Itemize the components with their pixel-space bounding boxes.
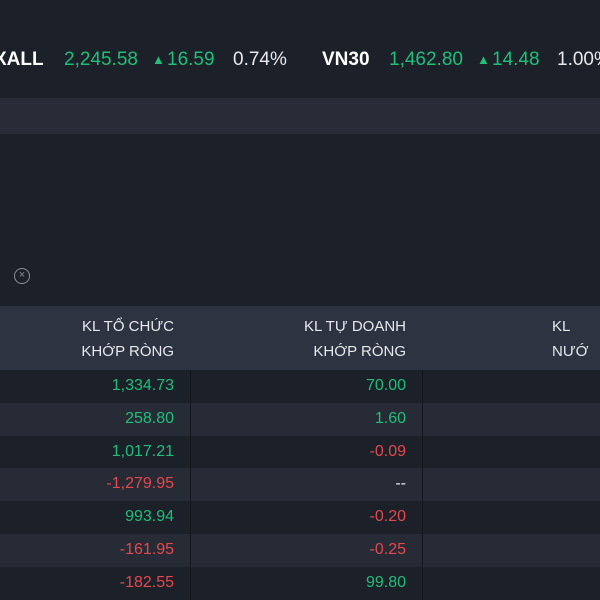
toolbar-spacer [0,80,600,98]
org-net-cell: 258.80 [125,409,174,427]
table-row[interactable]: 993.94 -0.20 [0,501,600,534]
table-row[interactable]: -182.55 99.80 [0,566,600,600]
index-value: 2,245.58 [64,49,138,70]
org-net-cell: 1,334.73 [111,377,174,394]
index-ticker: XALL 2,245.58 ▲ 16.59 0.74% VN30 1,462.8… [0,40,600,80]
prop-net-cell: -- [395,475,406,493]
prop-net-cell: 1.60 [374,409,406,427]
org-net-cell: 993.94 [125,508,174,526]
table-row[interactable]: -161.95 -0.25 [0,533,600,567]
index-change: 16.59 [167,49,215,70]
index-name[interactable]: VN30 [322,49,370,70]
header-org-net[interactable]: KL TỔ CHỨC KHỚP RÒNG [81,318,174,360]
index-name[interactable]: XALL [0,49,44,70]
toolbar-bar [0,98,600,134]
prop-net-cell: -0.09 [369,442,406,460]
org-net-cell: -1,279.95 [106,475,174,493]
prop-net-cell: 70.00 [365,377,406,394]
table-row[interactable]: -1,279.95 -- [0,468,600,502]
org-net-cell: -161.95 [119,540,174,558]
org-net-cell: 1,017.21 [111,442,174,460]
org-net-cell: -182.55 [119,573,174,591]
index-percent: 0.74% [233,49,287,70]
close-circle-icon[interactable]: × [14,268,30,284]
up-arrow-icon: ▲ [152,52,165,67]
prop-net-cell: -0.25 [369,540,406,558]
table-row[interactable]: 1,017.21 -0.09 [0,435,600,469]
table-row[interactable]: 258.80 1.60 [0,402,600,436]
index-percent: 1.00% [557,49,600,70]
table-body: 1,334.73 70.00 258.80 1.60 1,017.21 -0.0… [0,370,600,600]
table-header: KL TỔ CHỨC KHỚP RÒNG KL TỰ DOANH KHỚP RÒ… [0,306,600,385]
index-change: 14.48 [492,49,540,70]
filter-panel [0,134,600,306]
prop-net-cell: -0.20 [369,508,406,526]
prop-net-cell: 99.80 [365,573,406,591]
index-value: 1,462.80 [389,49,463,70]
up-arrow-icon: ▲ [477,52,490,67]
table-row[interactable]: 1,334.73 70.00 [0,370,600,403]
header-prop-net[interactable]: KL TỰ DOANH KHỚP RÒNG [304,318,406,360]
